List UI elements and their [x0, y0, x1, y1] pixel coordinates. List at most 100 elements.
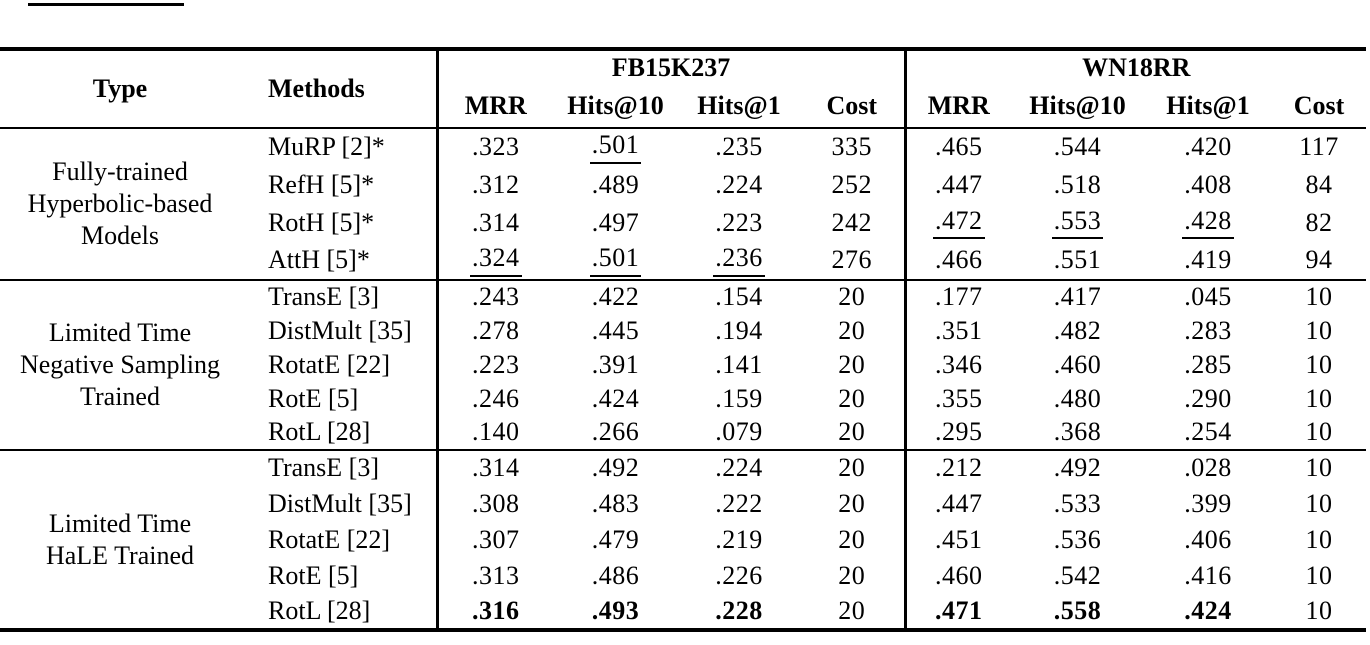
value-text: .141 — [715, 349, 763, 379]
table-row: RefH [5]* .312 .489 .224 252 .447 .518 .… — [0, 166, 1366, 204]
value-cell: .223 — [435, 348, 553, 382]
value-text: .045 — [1184, 282, 1232, 312]
header-row-datasets: Type Methods FB15K237 WN18RR — [0, 49, 1367, 103]
value-text: .316 — [472, 595, 520, 625]
value-text: .236 — [713, 244, 765, 277]
results-table-container: Type Methods FB15K237 WN18RR MRR Hits@10… — [0, 47, 1367, 632]
value-text: 10 — [1305, 488, 1333, 518]
type-line: Models — [81, 221, 159, 250]
value-text: 20 — [838, 315, 866, 345]
value-text: .224 — [715, 453, 763, 483]
value-text: .246 — [472, 383, 520, 413]
value-cell: .028 — [1144, 450, 1272, 486]
cropped-rule-fragment — [28, 3, 184, 6]
value-cell: 10 — [1272, 486, 1366, 522]
value-text: .355 — [935, 383, 983, 413]
value-cell: .399 — [1144, 486, 1272, 522]
value-text: .492 — [1053, 453, 1102, 483]
value-text: .222 — [715, 488, 763, 518]
metric-header-hits10: Hits@10 — [567, 91, 664, 121]
table-row: DistMult [35] .308 .483 .222 20 .447 .53… — [0, 486, 1366, 522]
value-cell: 20 — [800, 522, 905, 558]
value-cell: .140 — [435, 416, 553, 450]
value-text: .278 — [472, 315, 520, 345]
value-text: .194 — [715, 315, 763, 345]
value-cell: 10 — [1272, 314, 1366, 348]
table-row: Limited Time Negative Sampling Trained T… — [0, 280, 1366, 411]
type-line: HaLE Trained — [45, 540, 195, 570]
value-cell: 335 — [800, 128, 905, 166]
value-text: 20 — [838, 349, 866, 379]
value-cell: .479 — [553, 522, 678, 558]
value-text: 117 — [1299, 132, 1339, 162]
table-row: DistMult [35] .278 .445 .194 20 .351 .48… — [0, 314, 1366, 348]
value-text: .324 — [470, 244, 522, 277]
value-cell: .045 — [1144, 280, 1272, 314]
metric-header-hits1: Hits@1 — [1166, 91, 1250, 121]
value-cell: .420 — [1144, 128, 1272, 166]
value-cell: 20 — [800, 348, 905, 382]
table-row: RotE [5] .313 .486 .226 20 .460 .542 .41… — [0, 558, 1366, 594]
value-text: 276 — [831, 245, 872, 275]
value-cell: .079 — [678, 416, 800, 450]
value-text: .346 — [935, 349, 983, 379]
value-cell: 10 — [1272, 348, 1366, 382]
value-cell: .285 — [1144, 348, 1272, 382]
value-text: 10 — [1305, 282, 1333, 312]
value-cell: 82 — [1272, 204, 1366, 242]
value-text: .314 — [472, 453, 520, 483]
value-text: .079 — [715, 417, 763, 447]
value-text: .460 — [1053, 349, 1102, 379]
value-text: .479 — [591, 524, 640, 554]
results-table: Type Methods FB15K237 WN18RR MRR Hits@10… — [0, 47, 1367, 632]
value-text: 10 — [1305, 417, 1333, 447]
value-cell: .483 — [553, 486, 678, 522]
value-text: .295 — [935, 417, 983, 447]
value-text: .408 — [1184, 169, 1232, 199]
value-cell: .313 — [435, 558, 553, 594]
value-cell: .307 — [435, 522, 553, 558]
value-text: 242 — [831, 207, 872, 237]
value-cell: 10 — [1272, 416, 1366, 450]
value-text: 20 — [838, 560, 866, 590]
value-text: .254 — [1184, 417, 1232, 447]
value-cell: .391 — [553, 348, 678, 382]
value-text: .460 — [935, 560, 983, 590]
method-cell: DistMult [35] — [268, 315, 412, 345]
method-cell: DistMult [35] — [268, 488, 412, 518]
value-text: .228 — [715, 595, 763, 625]
value-cell: .351 — [903, 314, 1012, 348]
value-text: .313 — [472, 560, 520, 590]
value-text: .159 — [715, 383, 763, 413]
value-cell: .428 — [1144, 204, 1272, 242]
value-text: .308 — [472, 488, 520, 518]
value-cell: 10 — [1272, 522, 1366, 558]
value-cell: .533 — [1011, 486, 1144, 522]
value-cell: 84 — [1272, 166, 1366, 204]
method-cell: RotE [5] — [268, 560, 359, 590]
method-cell: MuRP [2]* — [268, 132, 385, 162]
value-cell: 252 — [800, 166, 905, 204]
value-cell: 20 — [800, 594, 905, 630]
value-text: 10 — [1305, 453, 1333, 483]
type-line: Limited Time — [48, 508, 192, 538]
value-text: .465 — [935, 132, 983, 162]
value-text: .223 — [472, 349, 520, 379]
value-text: .447 — [935, 488, 983, 518]
value-cell: .424 — [553, 382, 678, 416]
value-cell: .141 — [678, 348, 800, 382]
value-cell: .447 — [903, 166, 1012, 204]
value-text: 20 — [838, 417, 866, 447]
value-cell: .480 — [1011, 382, 1144, 416]
table-row: RotatE [22] .307 .479 .219 20 .451 .536 … — [0, 522, 1366, 558]
value-cell: .194 — [678, 314, 800, 348]
value-cell: .314 — [435, 450, 553, 486]
value-text: 20 — [838, 524, 866, 554]
value-text: .307 — [472, 524, 520, 554]
value-text: 20 — [838, 383, 866, 413]
value-text: 335 — [831, 132, 872, 162]
value-text: .419 — [1184, 245, 1232, 275]
value-text: .544 — [1053, 132, 1102, 162]
method-cell: RotH [5]* — [268, 207, 375, 237]
value-text: .243 — [472, 282, 520, 312]
